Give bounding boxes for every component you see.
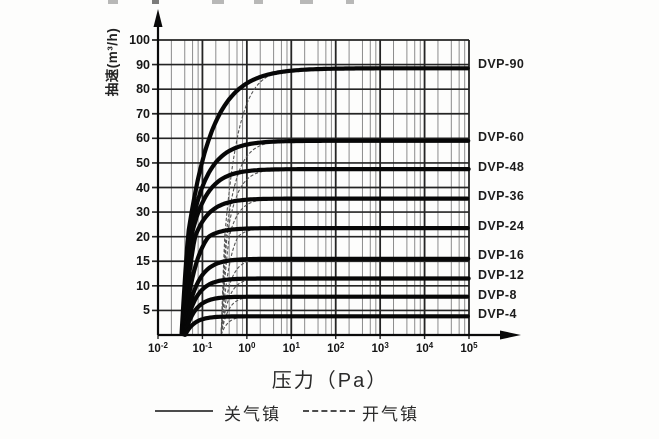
curve-label-dvp-4: DVP-4 — [478, 307, 517, 322]
y-tick-label-5: 5 — [143, 303, 150, 318]
x-tick-label-10e-1: 10-1 — [192, 341, 213, 355]
legend-solid-label: 关气镇 — [224, 405, 281, 424]
x-tick-label-10e2: 102 — [327, 341, 345, 355]
x-tick-label-10e3: 103 — [371, 341, 389, 355]
cropped-text-artifact — [300, 0, 313, 4]
x-tick-label-10e4: 104 — [415, 341, 434, 355]
cropped-text-artifact — [212, 0, 224, 4]
cropped-text-artifact — [152, 0, 159, 4]
cropped-text-artifact — [346, 0, 354, 4]
y-tick-label-30: 30 — [136, 205, 150, 220]
legend: 关气镇 开气镇 — [0, 398, 659, 428]
x-axis-title: 压力（Pa） — [271, 370, 389, 392]
legend-dashed-label: 开气镇 — [362, 405, 419, 424]
curve-label-dvp-24: DVP-24 — [478, 218, 525, 233]
y-tick-label-90: 90 — [136, 57, 150, 72]
y-tick-label-20: 20 — [136, 229, 150, 244]
x-tick-label-10e5: 105 — [460, 341, 478, 355]
curve-label-dvp-48: DVP-48 — [478, 159, 525, 174]
y-tick-label-70: 70 — [136, 106, 150, 121]
curve-label-dvp-36: DVP-36 — [478, 189, 525, 204]
curve-label-dvp-12: DVP-12 — [478, 268, 525, 282]
solid-line-sample — [155, 410, 213, 412]
x-tick-label-10e1: 101 — [282, 341, 300, 355]
curve-label-dvp-8: DVP-8 — [478, 287, 517, 302]
y-tick-label-15: 15 — [136, 254, 150, 269]
dashed-line-sample — [303, 410, 355, 412]
curve-label-dvp-16: DVP-16 — [478, 248, 525, 263]
cropped-text-artifact — [254, 0, 263, 4]
y-tick-label-60: 60 — [136, 131, 150, 146]
x-tick-label-10e-2: 10-2 — [148, 341, 168, 355]
cropped-text-artifact — [108, 0, 118, 4]
y-tick-label-40: 40 — [136, 180, 150, 195]
y-tick-label-80: 80 — [136, 82, 150, 97]
curve-label-dvp-90: DVP-90 — [478, 56, 525, 71]
x-tick-label-10e0: 100 — [238, 341, 256, 355]
y-tick-label-100: 100 — [129, 33, 150, 47]
y-tick-label-50: 50 — [136, 155, 150, 170]
y-tick-label-10: 10 — [136, 278, 150, 293]
curve-label-dvp-60: DVP-60 — [478, 130, 525, 145]
